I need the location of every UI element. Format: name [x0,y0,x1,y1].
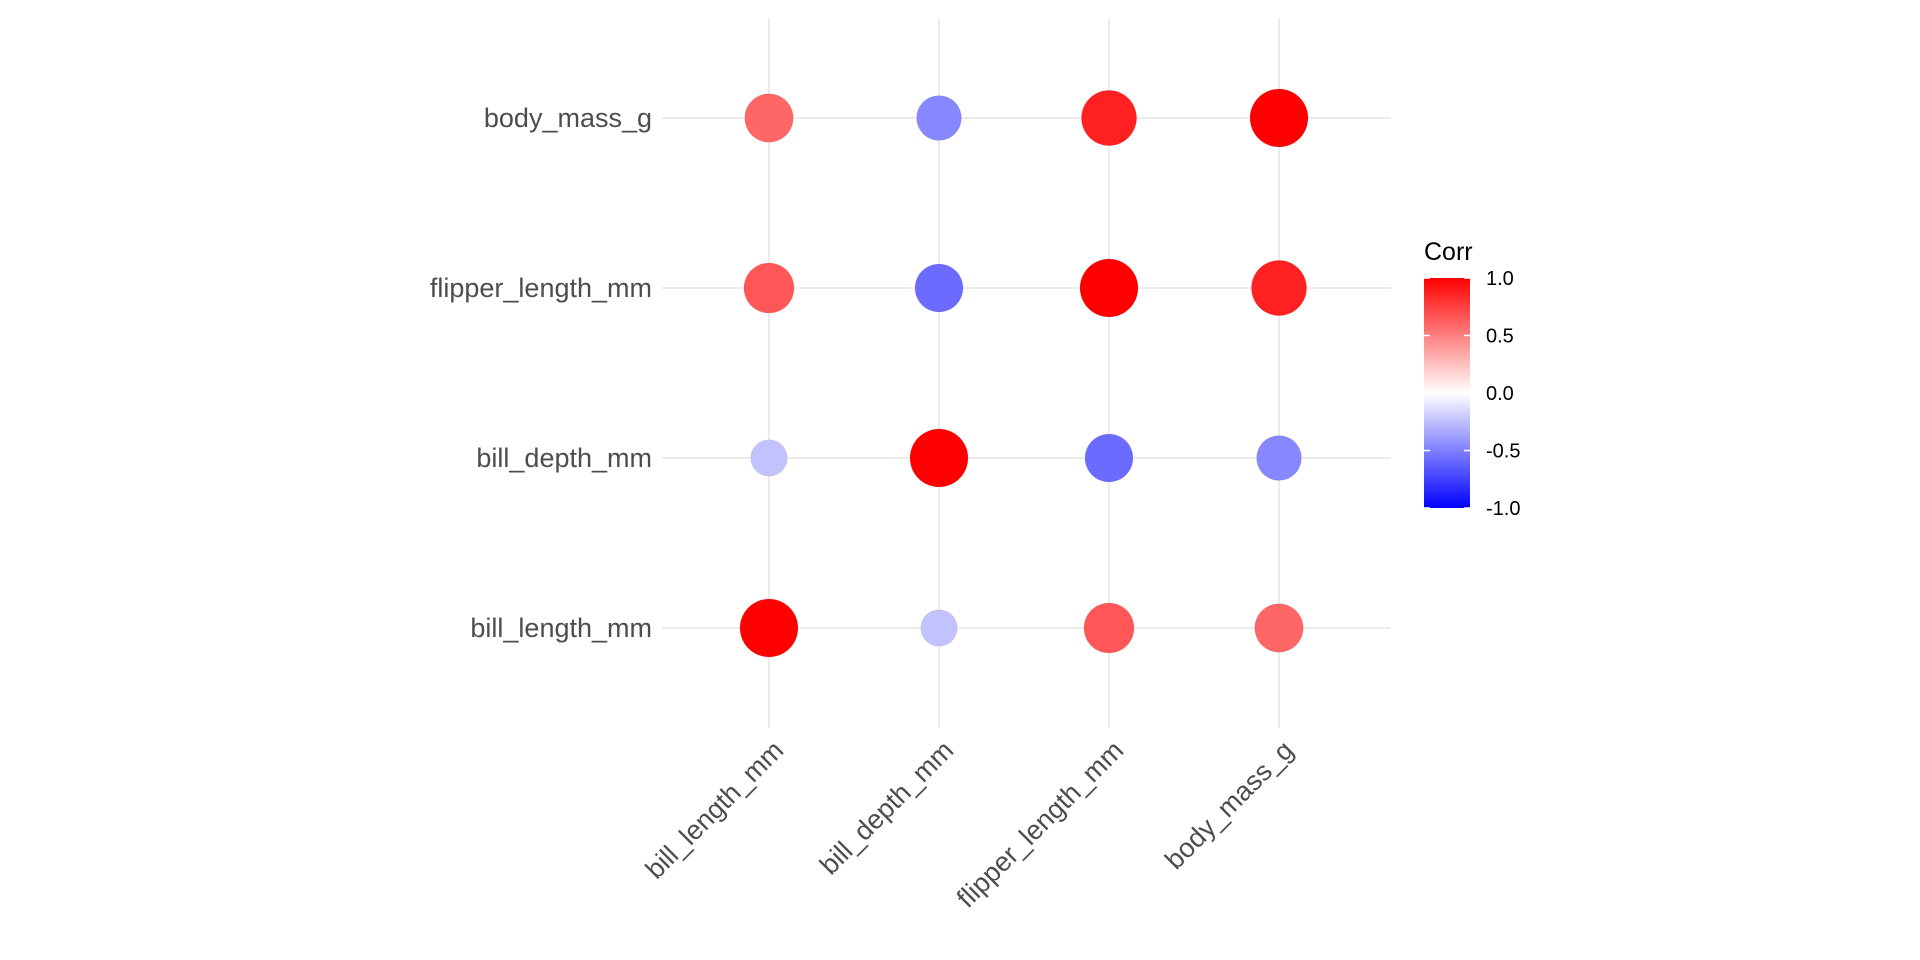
correlation-points [739,88,1309,658]
corr-point-bill_length_mm-bill_depth_mm [920,609,958,647]
x-tick-label-flipper_length_mm: flipper_length_mm [951,735,1129,913]
legend-tick-label--1.0: -1.0 [1486,498,1520,520]
corr-point-bill_length_mm-body_mass_g [1254,603,1304,653]
corr-point-flipper_length_mm-flipper_length_mm [1079,258,1139,318]
corr-point-body_mass_g-body_mass_g [1249,88,1309,148]
corr-point-flipper_length_mm-bill_length_mm [743,262,795,314]
y-tick-label-flipper_length_mm: flipper_length_mm [430,273,652,303]
legend-tick-label--0.5: -0.5 [1486,441,1520,463]
y-axis-labels: bill_length_mm bill_depth_mm flipper_lengt… [430,103,652,643]
legend: Corr 1.0 0.5 0.0 -0.5 -1.0 [1424,238,1520,520]
y-tick-label-bill_depth_mm: bill_depth_mm [476,443,652,473]
corr-point-body_mass_g-bill_length_mm [744,93,794,143]
legend-title: Corr [1424,238,1473,266]
y-tick-label-body_mass_g: body_mass_g [484,103,652,133]
x-tick-label-body_mass_g: body_mass_g [1159,735,1299,875]
corr-point-body_mass_g-bill_depth_mm [916,95,962,141]
corr-point-bill_depth_mm-bill_depth_mm [909,428,969,488]
legend-tick-label-0.5: 0.5 [1486,326,1514,348]
x-tick-label-bill_length_mm: bill_length_mm [640,735,790,885]
corr-point-bill_depth_mm-body_mass_g [1256,435,1302,481]
y-tick-label-bill_length_mm: bill_length_mm [470,613,652,643]
legend-tick-label-0.0: 0.0 [1486,383,1514,405]
corr-point-flipper_length_mm-bill_depth_mm [914,263,964,313]
legend-tick-label-1.0: 1.0 [1486,268,1514,290]
corr-point-bill_length_mm-bill_length_mm [739,598,799,658]
corr-point-body_mass_g-flipper_length_mm [1081,90,1137,146]
x-axis-labels: bill_length_mm bill_depth_mmflipper_lengt… [640,735,1300,913]
corr-point-bill_depth_mm-bill_length_mm [750,439,788,477]
corr-point-bill_depth_mm-flipper_length_mm [1084,433,1134,483]
legend-colorbar [1424,278,1470,508]
corr-point-flipper_length_mm-body_mass_g [1251,260,1307,316]
x-tick-label-bill_depth_mm: bill_depth_mm [814,735,959,880]
corr-point-bill_length_mm-flipper_length_mm [1083,602,1135,654]
legend-ticks: 1.0 0.5 0.0 -0.5 -1.0 [1424,268,1520,520]
